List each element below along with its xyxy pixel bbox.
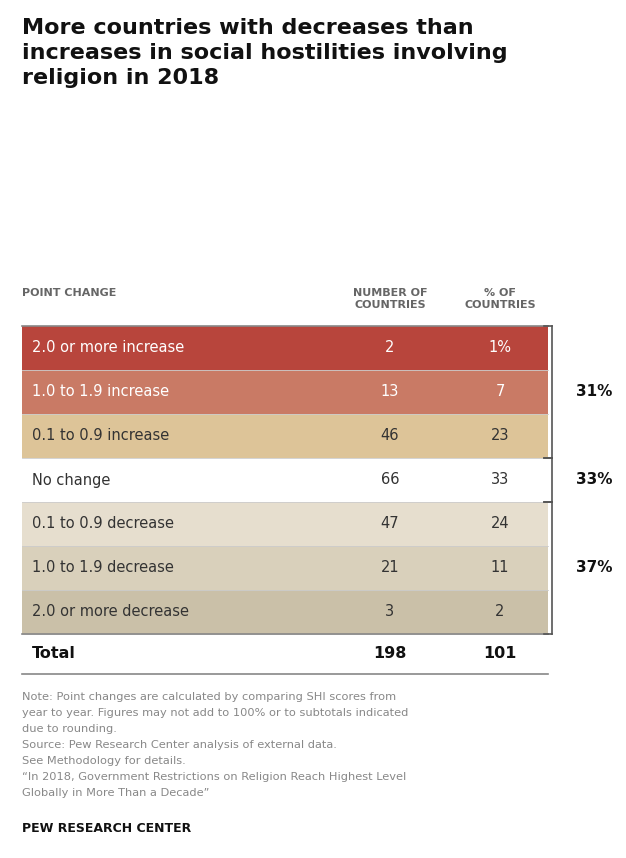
Text: 198: 198 xyxy=(373,646,407,662)
Text: % OF
COUNTRIES: % OF COUNTRIES xyxy=(464,288,536,310)
Text: 101: 101 xyxy=(483,646,516,662)
Text: 11: 11 xyxy=(491,560,509,576)
Text: 21: 21 xyxy=(381,560,399,576)
Text: NUMBER OF
COUNTRIES: NUMBER OF COUNTRIES xyxy=(352,288,428,310)
Text: 2.0 or more decrease: 2.0 or more decrease xyxy=(32,605,189,619)
Text: Note: Point changes are calculated by comparing SHI scores from: Note: Point changes are calculated by co… xyxy=(22,692,396,702)
Text: PEW RESEARCH CENTER: PEW RESEARCH CENTER xyxy=(22,822,192,835)
Bar xyxy=(22,414,548,458)
Text: 31%: 31% xyxy=(576,384,612,400)
Text: 24: 24 xyxy=(491,517,510,531)
Text: Total: Total xyxy=(32,646,76,662)
Text: “In 2018, Government Restrictions on Religion Reach Highest Level: “In 2018, Government Restrictions on Rel… xyxy=(22,772,406,782)
Text: Globally in More Than a Decade”: Globally in More Than a Decade” xyxy=(22,788,209,798)
Text: 46: 46 xyxy=(381,428,399,444)
Text: 1%: 1% xyxy=(488,341,511,355)
Text: 0.1 to 0.9 decrease: 0.1 to 0.9 decrease xyxy=(32,517,174,531)
Bar xyxy=(22,590,548,634)
Text: See Methodology for details.: See Methodology for details. xyxy=(22,756,186,766)
Text: 1.0 to 1.9 decrease: 1.0 to 1.9 decrease xyxy=(32,560,174,576)
Text: 33: 33 xyxy=(491,473,509,487)
Text: 37%: 37% xyxy=(576,560,612,576)
Text: 1.0 to 1.9 increase: 1.0 to 1.9 increase xyxy=(32,384,169,400)
Bar xyxy=(22,546,548,590)
Text: 7: 7 xyxy=(495,384,505,400)
Text: 2: 2 xyxy=(495,605,505,619)
Bar xyxy=(22,326,548,370)
Text: More countries with decreases than
increases in social hostilities involving
rel: More countries with decreases than incre… xyxy=(22,18,508,88)
Text: 23: 23 xyxy=(491,428,509,444)
Text: 2: 2 xyxy=(386,341,394,355)
Bar xyxy=(22,370,548,414)
Text: year to year. Figures may not add to 100% or to subtotals indicated: year to year. Figures may not add to 100… xyxy=(22,708,408,718)
Text: 47: 47 xyxy=(381,517,399,531)
Text: 0.1 to 0.9 increase: 0.1 to 0.9 increase xyxy=(32,428,169,444)
Text: 13: 13 xyxy=(381,384,399,400)
Text: 3: 3 xyxy=(386,605,394,619)
Text: 33%: 33% xyxy=(576,473,612,487)
Text: 66: 66 xyxy=(381,473,399,487)
Bar xyxy=(22,502,548,546)
Text: Source: Pew Research Center analysis of external data.: Source: Pew Research Center analysis of … xyxy=(22,740,337,750)
Text: No change: No change xyxy=(32,473,110,487)
Text: due to rounding.: due to rounding. xyxy=(22,724,117,734)
Text: 2.0 or more increase: 2.0 or more increase xyxy=(32,341,184,355)
Text: POINT CHANGE: POINT CHANGE xyxy=(22,288,116,298)
Bar xyxy=(22,458,548,502)
